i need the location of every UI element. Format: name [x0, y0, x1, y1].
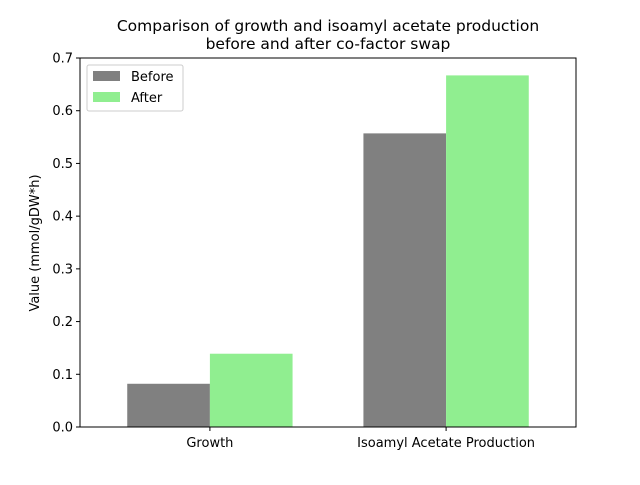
y-tick-label: 0.5	[52, 157, 73, 172]
y-tick-label: 0.4	[52, 210, 73, 225]
bars-group	[127, 75, 529, 428]
legend-swatch-before	[93, 71, 120, 81]
y-tick-label: 0.2	[52, 315, 73, 330]
chart-title-line-1: Comparison of growth and isoamyl acetate…	[117, 17, 539, 35]
x-axis: Growth Isoamyl Acetate Production	[186, 427, 535, 451]
bar-after-1	[446, 75, 529, 427]
bar-after-0	[209, 353, 293, 427]
legend-label-after: After	[131, 91, 163, 106]
chart-title-line-2: before and after co-factor swap	[206, 35, 451, 53]
y-tick-label: 0.6	[52, 104, 73, 119]
y-tick-label: 0.1	[52, 368, 73, 383]
y-tick-label: 0.0	[52, 421, 73, 436]
legend: Before After	[86, 64, 184, 112]
x-tick-label: Growth	[186, 436, 233, 451]
y-axis: 0.0 0.1 0.2 0.3 0.4 0.5 0.6 0.7	[52, 52, 80, 436]
bar-before-1	[363, 133, 447, 428]
legend-label-before: Before	[131, 70, 174, 85]
y-tick-label: 0.7	[52, 52, 73, 67]
x-tick-label: Isoamyl Acetate Production	[357, 436, 535, 451]
plot-frame	[79, 57, 577, 428]
bar-before-0	[127, 383, 210, 427]
legend-swatch-after	[93, 92, 120, 102]
y-axis-label: Value (mmol/gDW*h)	[28, 174, 43, 311]
y-tick-label: 0.3	[52, 262, 73, 277]
